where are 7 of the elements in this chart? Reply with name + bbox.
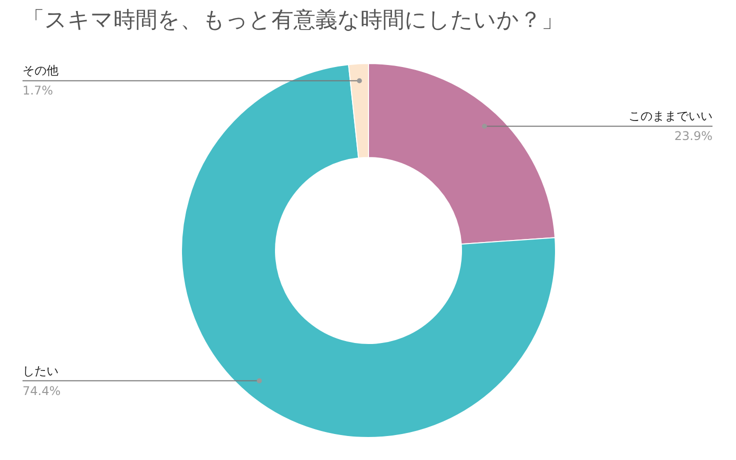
- slice-label: その他: [22, 64, 58, 78]
- slice-label: このままでいい: [628, 109, 712, 124]
- data-label: 1.7%: [22, 84, 53, 98]
- slice-label: したい: [22, 364, 58, 378]
- chart-title: 「スキマ時間を、もっと有意義な時間にしたいか？」: [22, 8, 564, 33]
- data-label: 74.4%: [22, 384, 61, 398]
- data-label: 23.9%: [674, 129, 713, 144]
